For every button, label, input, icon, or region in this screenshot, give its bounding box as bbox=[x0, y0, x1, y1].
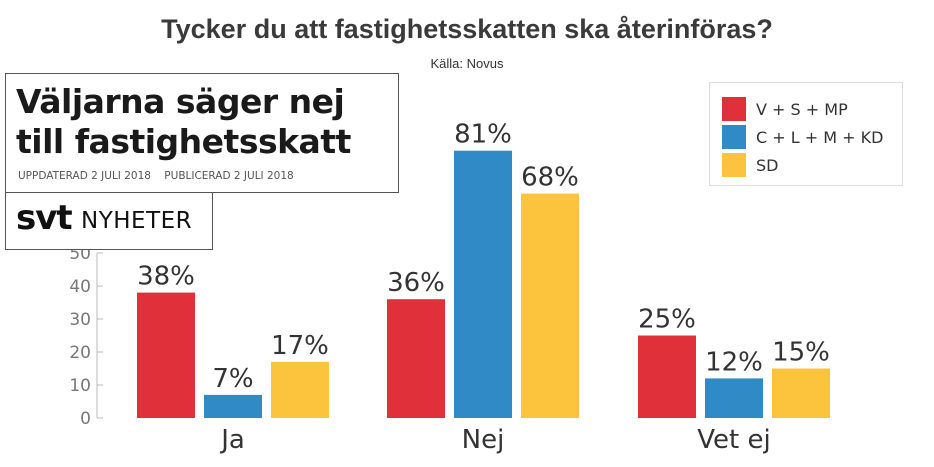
data-label: 17% bbox=[271, 331, 329, 361]
bar bbox=[387, 299, 445, 418]
logo-section: NYHETER bbox=[81, 208, 193, 234]
data-label: 38% bbox=[137, 262, 195, 292]
data-label: 7% bbox=[212, 364, 253, 394]
data-label: 25% bbox=[638, 305, 696, 335]
data-label: 36% bbox=[387, 268, 445, 298]
article-headline[interactable]: Väljarna säger nej till fastighetsskatt bbox=[16, 82, 351, 161]
bar bbox=[204, 394, 262, 418]
bar bbox=[772, 368, 830, 418]
article-dates: UPPDATERAD 2 JULI 2018 PUBLICERAD 2 JULI… bbox=[18, 170, 294, 182]
x-category-label: Nej bbox=[462, 425, 505, 455]
y-tick-label: 10 bbox=[69, 376, 91, 396]
svt-nyheter-logo[interactable]: svt NYHETER bbox=[5, 192, 213, 250]
published-date: PUBLICERAD 2 JULI 2018 bbox=[164, 170, 294, 182]
y-tick-label: 30 bbox=[69, 310, 91, 330]
legend-swatch bbox=[722, 125, 746, 149]
y-tick-label: 20 bbox=[69, 343, 91, 363]
data-label: 15% bbox=[772, 338, 830, 368]
data-label: 68% bbox=[521, 163, 579, 193]
bar bbox=[454, 150, 512, 418]
legend-item: C + L + M + KD bbox=[722, 125, 883, 149]
chart-title: Tycker du att fastighetsskatten ska åter… bbox=[161, 14, 773, 44]
bar bbox=[638, 335, 696, 418]
bar bbox=[271, 361, 329, 418]
x-category-label: Vet ej bbox=[697, 425, 770, 455]
updated-date: UPPDATERAD 2 JULI 2018 bbox=[18, 170, 151, 182]
legend-item: V + S + MP bbox=[722, 97, 848, 121]
data-label: 12% bbox=[705, 347, 763, 377]
chart-source: Källa: Novus bbox=[430, 56, 504, 71]
legend-swatch bbox=[722, 153, 746, 177]
article-headline-card[interactable]: Väljarna säger nej till fastighetsskatt … bbox=[5, 73, 399, 193]
legend-swatch bbox=[722, 97, 746, 121]
logo-brand: svt bbox=[16, 198, 73, 238]
legend-label: C + L + M + KD bbox=[756, 127, 884, 147]
chart-legend: V + S + MP C + L + M + KD SD bbox=[709, 82, 903, 186]
bar bbox=[521, 193, 579, 418]
data-label: 81% bbox=[454, 120, 512, 150]
bar bbox=[705, 378, 763, 418]
y-tick-label: 0 bbox=[80, 409, 91, 429]
bar bbox=[137, 292, 195, 418]
x-category-label: Ja bbox=[219, 425, 245, 455]
legend-item: SD bbox=[722, 153, 778, 177]
y-tick-label: 40 bbox=[69, 277, 91, 297]
legend-label: SD bbox=[756, 155, 779, 175]
legend-label: V + S + MP bbox=[756, 99, 848, 119]
